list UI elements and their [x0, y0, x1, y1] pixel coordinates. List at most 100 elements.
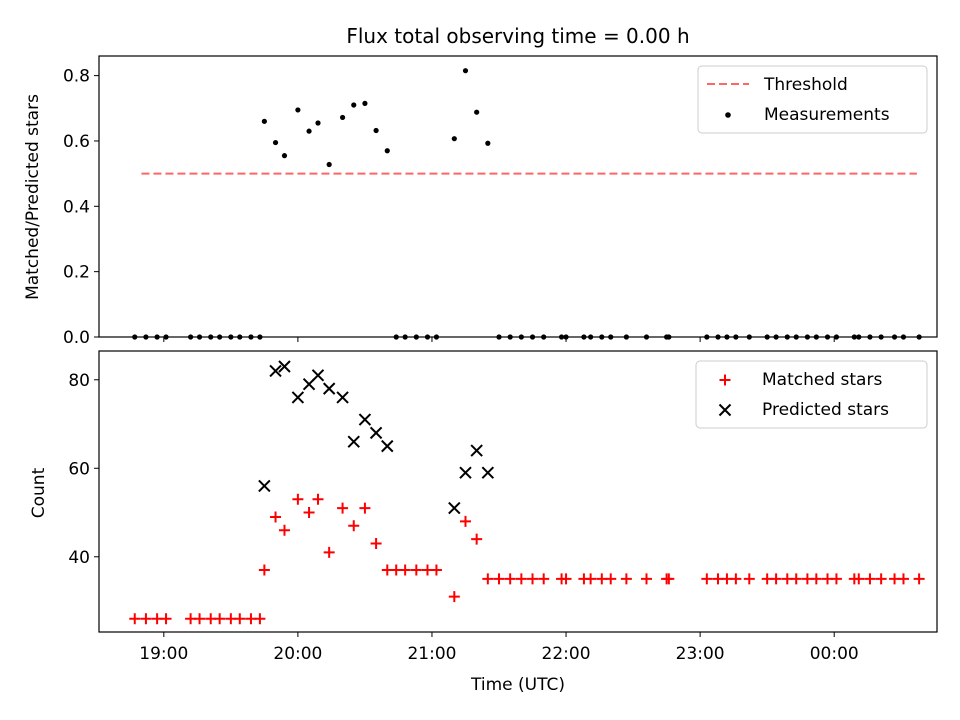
- measurement-point: [295, 107, 301, 113]
- matched-stars-point: [730, 573, 742, 585]
- legend-plus-glyph: [719, 374, 731, 386]
- predicted-stars-point: [459, 466, 472, 479]
- matched-stars-point: [790, 573, 802, 585]
- matched-stars-point: [493, 573, 505, 585]
- predicted-stars-point: [470, 444, 483, 457]
- legend-predicted-label: Predicted stars: [762, 400, 889, 420]
- measurement-point: [451, 136, 457, 142]
- matched-stars-point: [234, 613, 246, 625]
- predicted-stars-point: [258, 479, 271, 493]
- matched-stars-point: [258, 564, 270, 576]
- matched-stars-point: [743, 573, 755, 585]
- measurement-point: [261, 118, 267, 124]
- matched-stars-point: [337, 502, 349, 514]
- matched-stars-point: [270, 511, 282, 523]
- top-legend-box: [697, 65, 928, 134]
- bottom-x-tick-label: 19:00: [139, 644, 188, 664]
- top-y-tick-label: 0.6: [63, 132, 90, 152]
- matched-stars-point: [471, 533, 483, 545]
- bottom-legend: Matched stars Predicted stars: [695, 360, 928, 429]
- bottom-panel: 40 60 80 19:00 20:00 21:00 22:00 23:00 00:00 Cou…: [29, 350, 938, 695]
- matched-stars-point: [323, 546, 335, 558]
- measurement-point: [272, 139, 279, 146]
- predicted-stars-point: [448, 501, 461, 515]
- top-y-tick-label: 0.8: [63, 67, 90, 87]
- measurement-point: [384, 148, 390, 154]
- bottom-x-tick-label: 22:00: [542, 644, 591, 664]
- predicted-stars-point: [278, 360, 291, 373]
- matched-stars-point: [701, 573, 713, 585]
- measurement-point: [326, 161, 332, 168]
- bottom-legend-box: [695, 360, 928, 429]
- matched-stars-point: [410, 564, 422, 576]
- matched-stars-point: [770, 573, 782, 585]
- predicted-stars-point: [358, 413, 372, 426]
- legend-x-glyph: [718, 403, 732, 417]
- x-axis-label: Time (UTC): [470, 675, 565, 695]
- bottom-y-tick-label: 40: [68, 548, 90, 568]
- matched-stars-point: [585, 573, 597, 585]
- top-data-marks: [132, 68, 922, 340]
- matched-stars-point: [214, 613, 226, 625]
- measurement-point: [373, 127, 379, 134]
- matched-stars-point: [853, 573, 865, 585]
- bottom-y-tick-label: 80: [68, 371, 90, 391]
- top-panel: 0.00.20.40.60.8 Matched/Predicted stars …: [23, 55, 938, 348]
- measurement-point: [306, 128, 312, 134]
- matched-stars-point: [663, 573, 675, 585]
- matched-stars-point: [560, 573, 572, 585]
- matched-stars-point: [312, 493, 324, 505]
- matched-stars-point: [129, 613, 141, 625]
- predicted-stars-point: [311, 369, 325, 382]
- predicted-stars-point: [381, 439, 394, 453]
- matched-stars-point: [640, 573, 652, 585]
- top-y-axis-label: Matched/Predicted stars: [23, 94, 43, 300]
- measurement-point: [281, 153, 288, 159]
- legend-threshold-label: Threshold: [763, 75, 848, 95]
- matched-stars-point: [538, 573, 550, 585]
- bottom-x-tick-label: 23:00: [676, 644, 725, 664]
- measurement-point: [339, 114, 346, 121]
- bottom-axis-ticks: 40 60 80 19:00 20:00 21:00 22:00 23:00 00:00: [68, 371, 858, 664]
- predicted-stars-point: [291, 391, 305, 404]
- predicted-stars-point: [481, 466, 495, 479]
- matched-stars-point: [140, 613, 152, 625]
- matched-stars-point: [897, 573, 909, 585]
- top-axis-ticks: 0.0 0.2 0.4 0.6 0.8: [63, 67, 835, 348]
- matched-stars-point: [292, 493, 304, 505]
- top-plot-frame: [98, 55, 938, 338]
- matched-stars-point: [810, 573, 822, 585]
- top-y-tick-label: 0.0: [63, 328, 90, 348]
- bottom-data-marks: [129, 360, 925, 625]
- matched-stars-point: [348, 520, 360, 532]
- top-y-tick-label: 0.4: [63, 197, 90, 217]
- matched-stars-point: [527, 573, 539, 585]
- legend-measurements-swatch: [725, 112, 731, 118]
- matched-stars-point: [370, 537, 382, 549]
- chart-title: Flux total observing time = 0.00 h: [346, 24, 689, 48]
- predicted-stars-point: [269, 364, 282, 378]
- top-y-tick-label: 0.2: [63, 263, 90, 283]
- predicted-stars-point: [336, 391, 349, 404]
- matched-stars-point: [913, 573, 925, 585]
- matched-stars-point: [605, 573, 617, 585]
- bottom-x-tick-label: 00:00: [810, 644, 859, 664]
- legend-predicted-swatch: [718, 403, 732, 417]
- matched-stars-point: [504, 573, 516, 585]
- legend-matched-label: Matched stars: [762, 370, 882, 390]
- measurement-point: [462, 68, 469, 74]
- measurement-point: [351, 102, 357, 108]
- matched-stars-point: [864, 573, 876, 585]
- matched-stars-point: [875, 573, 887, 585]
- matched-stars-point: [194, 613, 206, 625]
- matched-stars-point: [482, 573, 494, 585]
- matched-stars-point: [278, 524, 290, 536]
- matched-stars-point: [448, 591, 460, 603]
- bottom-plot-frame: [98, 350, 938, 633]
- predicted-stars-point: [347, 435, 360, 448]
- bottom-x-tick-label: 21:00: [407, 644, 456, 664]
- matched-stars-point: [303, 507, 315, 519]
- predicted-stars-point: [322, 382, 336, 395]
- matched-stars-point: [430, 564, 442, 576]
